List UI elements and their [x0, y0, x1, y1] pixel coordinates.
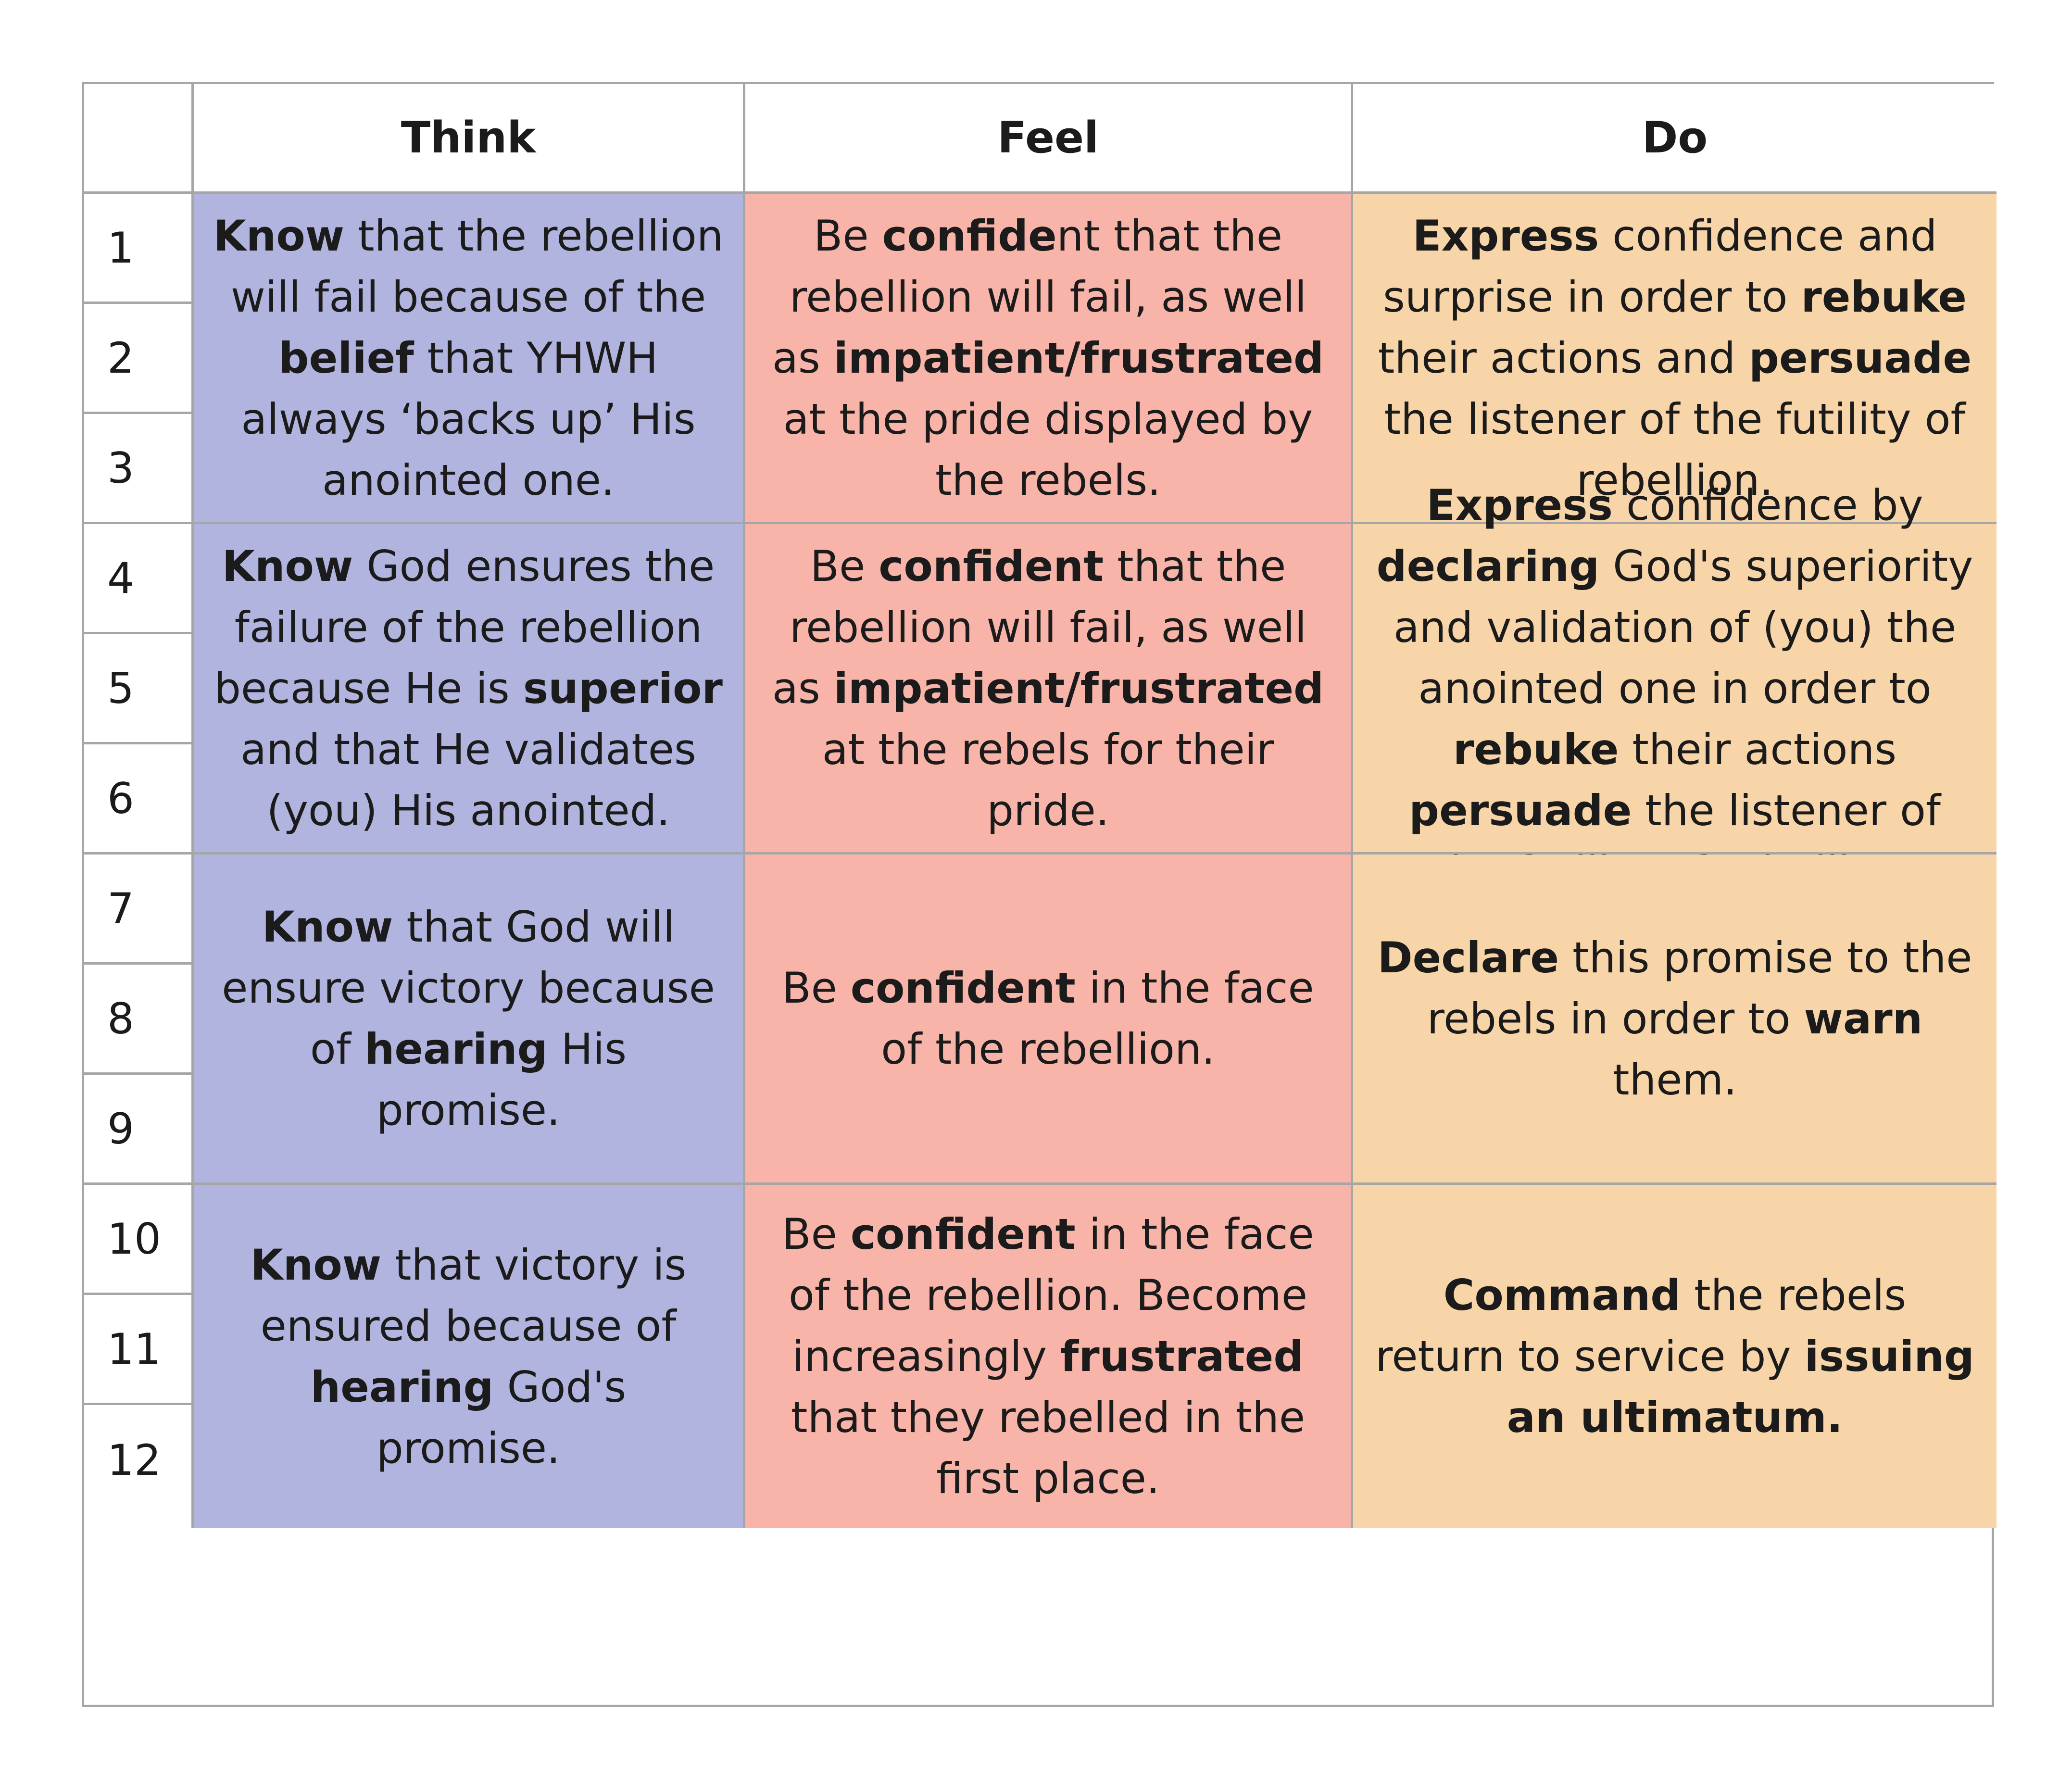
row-number: 2 — [84, 304, 194, 414]
feel-cell: Be confident in the face of the rebellio… — [745, 1185, 1353, 1528]
row-number: 5 — [84, 634, 194, 744]
think-feel-do-table: Think Feel Do 1 2 3 Know that the rebellion… — [82, 82, 1997, 1707]
row-number: 6 — [84, 744, 194, 855]
think-text: Know God ensures the failure of the rebe… — [214, 541, 723, 835]
think-cell: Know God ensures the failure of the rebe… — [194, 524, 745, 855]
feel-text: Be confident in the face of the rebellio… — [782, 963, 1314, 1074]
feel-text: Be confident that the rebellion will fai… — [772, 541, 1324, 835]
do-cell: Express confidence by declaring God's su… — [1353, 480, 1997, 896]
row-number: 10 — [84, 1185, 194, 1295]
header-feel: Feel — [745, 84, 1353, 194]
row-number: 8 — [84, 965, 194, 1075]
think-cell: Know that victory is ensured because of … — [194, 1185, 745, 1528]
do-text: Command the rebels return to service by … — [1375, 1270, 1974, 1442]
row-number: 7 — [84, 855, 194, 965]
row-number: 9 — [84, 1075, 194, 1185]
feel-text: Be confident in the face of the rebellio… — [782, 1209, 1314, 1503]
feel-text: Be confident that the rebellion will fai… — [772, 211, 1324, 505]
do-text: Express confidence and surprise in order… — [1378, 211, 1972, 505]
do-cell: Command the rebels return to service by … — [1353, 1185, 1997, 1528]
header-think: Think — [194, 84, 745, 194]
think-cell: Know that the rebellion will fail becaus… — [194, 194, 745, 524]
row-number: 11 — [84, 1295, 194, 1405]
think-cell: Know that God will ensure victory becaus… — [194, 855, 745, 1185]
row-number: 3 — [84, 414, 194, 524]
do-cell: Express confidence and surprise in order… — [1353, 194, 1997, 524]
feel-cell: Be confident in the face of the rebellio… — [745, 855, 1353, 1185]
header-do: Do — [1353, 84, 1997, 194]
do-cell: Declare this promise to the rebels in or… — [1353, 855, 1997, 1185]
do-text: Express confidence by declaring God's su… — [1376, 480, 1973, 896]
feel-cell: Be confident that the rebellion will fai… — [745, 194, 1353, 524]
feel-cell: Be confident that the rebellion will fai… — [745, 524, 1353, 855]
do-text: Declare this promise to the rebels in or… — [1377, 932, 1972, 1105]
row-number: 12 — [84, 1405, 194, 1515]
row-number-pad — [84, 1515, 194, 1528]
corner-header-cell — [84, 84, 194, 194]
think-text: Know that the rebellion will fail becaus… — [213, 211, 724, 505]
row-number: 1 — [84, 194, 194, 304]
think-text: Know that victory is ensured because of … — [250, 1240, 687, 1473]
think-text: Know that God will ensure victory becaus… — [222, 902, 715, 1135]
row-number: 4 — [84, 524, 194, 634]
